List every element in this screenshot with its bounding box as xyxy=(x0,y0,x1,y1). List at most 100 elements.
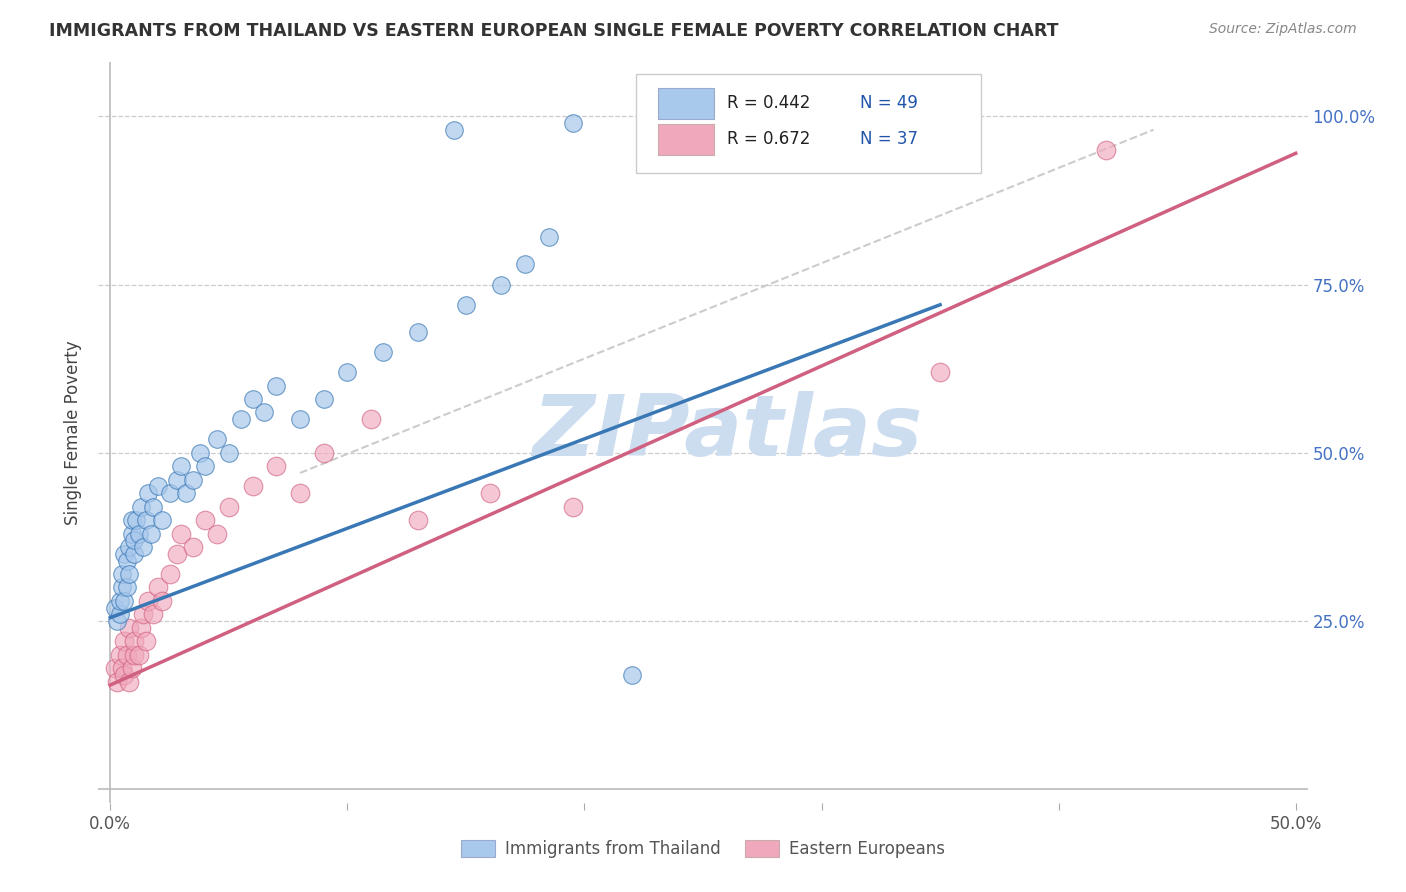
Point xyxy=(118,621,141,635)
Point xyxy=(118,674,141,689)
Point xyxy=(229,412,252,426)
Point xyxy=(242,392,264,406)
Point xyxy=(111,581,134,595)
Point xyxy=(408,513,430,527)
Text: ZIPatlas: ZIPatlas xyxy=(531,391,922,475)
Point xyxy=(129,621,152,635)
Text: R = 0.672: R = 0.672 xyxy=(727,129,810,148)
Point xyxy=(132,540,155,554)
Point xyxy=(194,459,217,474)
Point xyxy=(205,433,228,447)
Point xyxy=(443,122,465,136)
Point xyxy=(166,473,188,487)
Point xyxy=(114,594,136,608)
Point xyxy=(170,459,193,474)
Point xyxy=(104,600,127,615)
Point xyxy=(136,594,159,608)
Text: N = 37: N = 37 xyxy=(860,129,918,148)
Point xyxy=(122,634,145,648)
Point xyxy=(115,553,138,567)
Point xyxy=(288,486,311,500)
Point xyxy=(194,513,217,527)
Point xyxy=(205,526,228,541)
Point xyxy=(115,581,138,595)
Point xyxy=(121,526,143,541)
Point xyxy=(121,513,143,527)
Point xyxy=(121,661,143,675)
Point xyxy=(135,513,157,527)
Point xyxy=(122,648,145,662)
Point xyxy=(146,479,169,493)
Point xyxy=(620,668,643,682)
Point xyxy=(152,594,174,608)
Point xyxy=(139,526,162,541)
Point xyxy=(218,500,240,514)
Point xyxy=(105,614,128,628)
Point xyxy=(118,540,141,554)
Point xyxy=(478,486,501,500)
Text: Source: ZipAtlas.com: Source: ZipAtlas.com xyxy=(1209,22,1357,37)
Point xyxy=(132,607,155,622)
Text: R = 0.442: R = 0.442 xyxy=(727,95,810,112)
Point xyxy=(312,446,335,460)
Point xyxy=(561,500,583,514)
Point xyxy=(253,405,276,419)
Point xyxy=(264,378,287,392)
FancyBboxPatch shape xyxy=(658,88,714,120)
Point xyxy=(128,648,150,662)
Point xyxy=(159,486,181,500)
Point xyxy=(181,473,204,487)
Point xyxy=(170,526,193,541)
Point xyxy=(111,661,134,675)
Point xyxy=(515,257,537,271)
Point xyxy=(135,634,157,648)
Point xyxy=(242,479,264,493)
Point xyxy=(129,500,152,514)
Point xyxy=(454,298,477,312)
Point xyxy=(146,581,169,595)
Point xyxy=(142,607,165,622)
Point xyxy=(644,122,666,136)
Point xyxy=(312,392,335,406)
Point xyxy=(360,412,382,426)
Point xyxy=(114,668,136,682)
Text: N = 49: N = 49 xyxy=(860,95,918,112)
Point xyxy=(181,540,204,554)
Point xyxy=(166,547,188,561)
FancyBboxPatch shape xyxy=(637,73,981,173)
Point xyxy=(264,459,287,474)
Point xyxy=(929,365,952,379)
Point xyxy=(114,634,136,648)
Point xyxy=(136,486,159,500)
Y-axis label: Single Female Poverty: Single Female Poverty xyxy=(65,341,83,524)
Point xyxy=(1095,143,1118,157)
Point xyxy=(218,446,240,460)
Point xyxy=(111,566,134,581)
Point xyxy=(152,513,174,527)
Point xyxy=(159,566,181,581)
Text: IMMIGRANTS FROM THAILAND VS EASTERN EUROPEAN SINGLE FEMALE POVERTY CORRELATION C: IMMIGRANTS FROM THAILAND VS EASTERN EURO… xyxy=(49,22,1059,40)
Point xyxy=(537,230,560,244)
Point xyxy=(288,412,311,426)
Point xyxy=(491,277,513,292)
Point xyxy=(561,116,583,130)
Point xyxy=(104,661,127,675)
Point xyxy=(114,547,136,561)
Point xyxy=(122,533,145,548)
Point xyxy=(108,594,131,608)
Point xyxy=(125,513,148,527)
Point xyxy=(115,648,138,662)
Point xyxy=(105,674,128,689)
FancyBboxPatch shape xyxy=(658,124,714,155)
Point xyxy=(108,648,131,662)
Point xyxy=(128,526,150,541)
Point xyxy=(190,446,212,460)
Legend: Immigrants from Thailand, Eastern Europeans: Immigrants from Thailand, Eastern Europe… xyxy=(454,833,952,865)
Point xyxy=(371,344,394,359)
Point xyxy=(108,607,131,622)
Point xyxy=(408,325,430,339)
Point xyxy=(174,486,197,500)
Point xyxy=(142,500,165,514)
Point xyxy=(336,365,359,379)
Point xyxy=(122,547,145,561)
